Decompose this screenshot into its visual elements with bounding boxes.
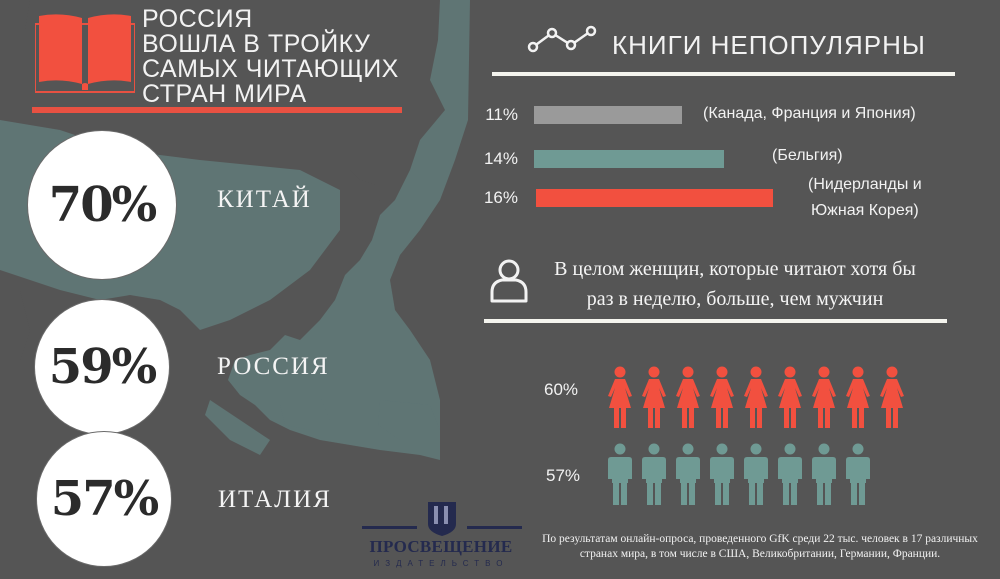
- women-percent: 60%: [544, 380, 579, 399]
- man-icon: [608, 443, 632, 505]
- men-pictogram-row: [603, 443, 875, 507]
- ranking-value: 70%: [48, 177, 157, 233]
- man-icon: [710, 443, 734, 505]
- woman-icon: [642, 366, 666, 428]
- bar-note-2: (Бельгия): [772, 147, 843, 164]
- man-icon: [812, 443, 836, 505]
- logo-subtitle: ИЗДАТЕЛЬСТВО: [373, 559, 509, 568]
- woman-icon: [880, 366, 904, 428]
- headline: РОССИЯ ВОШЛА В ТРОЙКУ САМЫХ ЧИТАЮЩИХ СТР…: [142, 5, 399, 108]
- woman-icon: [744, 366, 768, 428]
- bar-note-3-line1: (Нидерланды и: [808, 176, 922, 193]
- bar-note-1: (Канада, Франция и Япония): [703, 105, 916, 122]
- woman-icon: [608, 366, 632, 428]
- trend-line-icon: [527, 25, 597, 53]
- footnote: По результатам онлайн-опроса, проведенно…: [542, 533, 978, 560]
- women-pictogram-row: [603, 366, 909, 430]
- woman-icon: [778, 366, 802, 428]
- man-icon: [846, 443, 870, 505]
- bar-note-3: (Нидерланды и Южная Корея): [808, 172, 922, 224]
- bar-3: [536, 189, 773, 207]
- ranking-country-3: ИТАЛИЯ: [218, 486, 332, 513]
- bar-1: [534, 106, 682, 124]
- ranking-circle-2: 59%: [35, 300, 169, 434]
- women-statement-line1: В целом женщин, которые читают хотя бы: [554, 258, 916, 280]
- divider: [484, 319, 947, 323]
- woman-icon: [812, 366, 836, 428]
- bar-2: [534, 150, 724, 168]
- logo-name: ПРОСВЕЩЕНИЕ: [369, 537, 513, 556]
- man-icon: [778, 443, 802, 505]
- ranking-circle-3: 57%: [37, 432, 171, 566]
- ranking-circle-1: 70%: [28, 131, 176, 279]
- divider: [492, 72, 955, 76]
- divider: [32, 107, 402, 113]
- woman-icon: [710, 366, 734, 428]
- section-title: КНИГИ НЕПОПУЛЯРНЫ: [612, 30, 926, 60]
- bar-label-3: 16%: [483, 188, 518, 207]
- men-percent: 57%: [546, 466, 581, 485]
- man-icon: [744, 443, 768, 505]
- ranking-country-1: КИТАЙ: [217, 186, 312, 213]
- ranking-value: 59%: [48, 339, 157, 395]
- man-icon: [676, 443, 700, 505]
- bar-label-2: 14%: [483, 149, 518, 168]
- ranking-value: 57%: [50, 471, 159, 527]
- woman-icon: [676, 366, 700, 428]
- bar-label-1: 11%: [485, 105, 518, 124]
- women-statement: В целом женщин, которые читают хотя бы р…: [530, 254, 940, 314]
- open-book-icon: [35, 14, 135, 93]
- person-outline-icon: [490, 259, 528, 303]
- bar-note-3-line2: Южная Корея): [810, 202, 919, 219]
- women-statement-line2: раз в неделю, больше, чем мужчин: [586, 288, 884, 310]
- man-icon: [642, 443, 666, 505]
- woman-icon: [846, 366, 870, 428]
- prosveshchenie-logo: [362, 502, 522, 536]
- ranking-country-2: РОССИЯ: [217, 353, 330, 380]
